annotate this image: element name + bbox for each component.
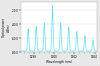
X-axis label: Wavelength (nm): Wavelength (nm) — [46, 60, 72, 64]
Y-axis label: Optical power
(dBm): Optical power (dBm) — [2, 18, 11, 37]
